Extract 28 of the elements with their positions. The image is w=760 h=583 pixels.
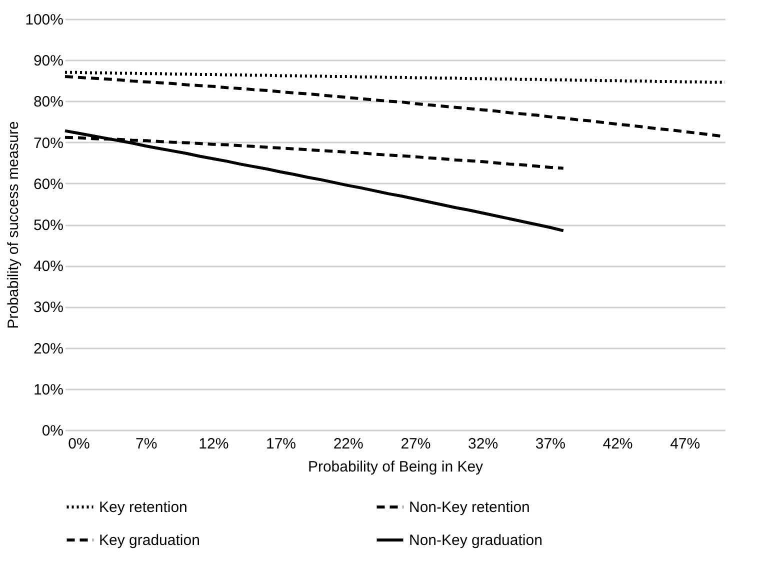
y-tick-label: 90% (33, 52, 64, 70)
y-tick-label: 40% (33, 258, 64, 276)
y-tick-label: 60% (33, 176, 64, 193)
y-tick-label: 80% (33, 94, 64, 111)
legend-label: Key graduation (99, 532, 200, 549)
y-tick-label: 10% (33, 381, 64, 398)
x-tick-label: 47% (670, 436, 700, 452)
x-tick-label: 17% (266, 436, 296, 452)
x-axis-title: Probability of Being in Key (308, 458, 484, 476)
y-tick-label: 20% (33, 340, 64, 358)
x-tick-label: 32% (468, 436, 498, 452)
y-axis-title: Probability of success measure (5, 121, 22, 329)
x-tick-label: 0% (68, 436, 90, 452)
legend-label: Non-Key graduation (409, 532, 542, 549)
x-tick-label: 42% (602, 436, 633, 452)
x-tick-label: 7% (135, 436, 158, 452)
legend-label: Key retention (99, 499, 188, 516)
y-tick-label: 100% (25, 12, 64, 28)
x-tick-label: 37% (535, 436, 566, 452)
line-series (64, 129, 565, 232)
y-tick-label: 70% (33, 134, 64, 152)
x-tick-label: 22% (333, 436, 364, 452)
x-tick-label: 12% (198, 436, 229, 452)
y-tick-label: 30% (33, 299, 64, 316)
x-tick-label: 27% (400, 436, 431, 452)
legend-label: Non-Key retention (409, 499, 530, 516)
y-tick-label: 50% (33, 217, 64, 234)
y-tick-label: 0% (42, 422, 64, 440)
